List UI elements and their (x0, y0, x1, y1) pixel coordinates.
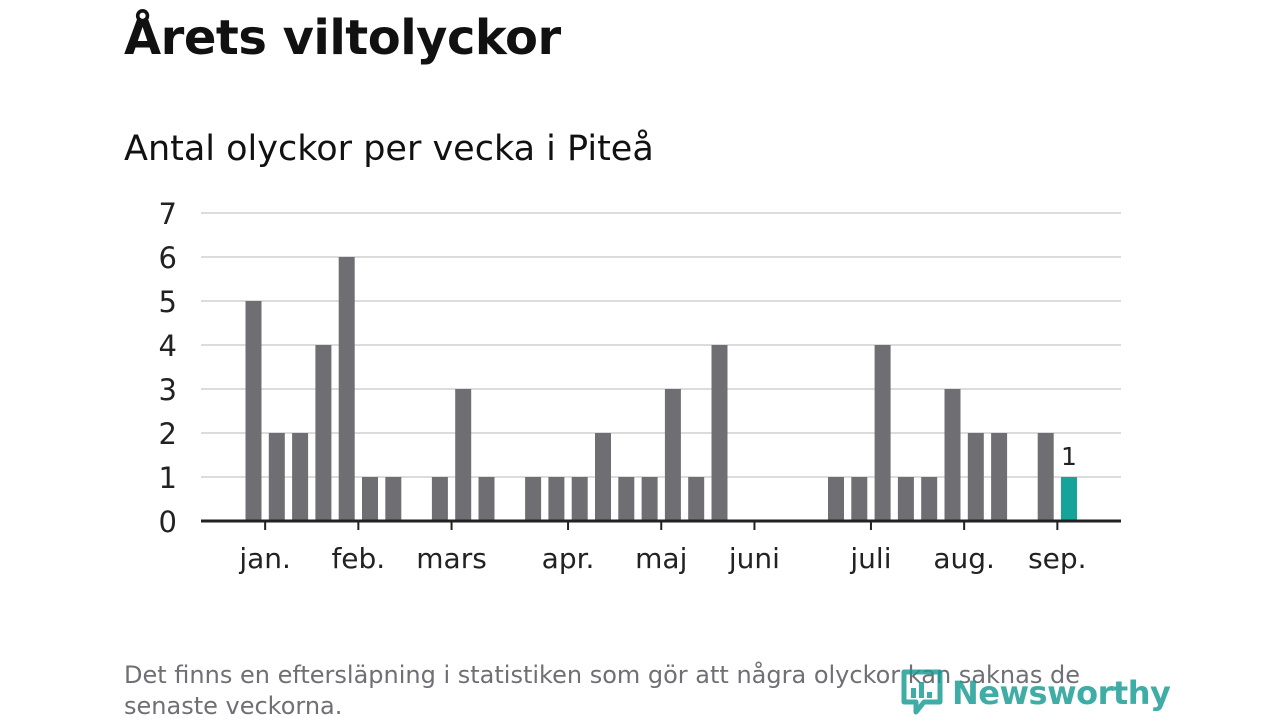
bar (851, 477, 868, 521)
y-tick-label: 0 (159, 505, 177, 539)
y-tick-label: 4 (159, 329, 177, 363)
bar (897, 477, 914, 521)
x-tick-label: juni (728, 542, 780, 575)
bar (338, 257, 355, 521)
x-axis (201, 519, 1121, 530)
bar (944, 389, 961, 521)
bar (268, 433, 285, 521)
bar (664, 389, 681, 521)
chart-subtitle: Antal olyckor per vecka i Piteå (124, 129, 654, 169)
brand-logo: Newsworthy (900, 668, 1171, 718)
y-tick-label: 1 (159, 461, 177, 495)
bar (828, 477, 844, 521)
y-axis-tick-labels: 0 1 2 3 4 5 6 7 (159, 197, 177, 539)
bar-chart: 0 1 2 3 4 5 6 7 jan. feb. mars apr. maj juni juli aug.… (159, 197, 1121, 575)
brand-name: Newsworthy (952, 674, 1171, 712)
bar-highlight (1061, 477, 1077, 521)
x-tick-label: jan. (238, 542, 291, 575)
bar (711, 345, 728, 521)
bar (315, 345, 332, 521)
bar (571, 477, 588, 521)
bar (431, 477, 448, 521)
x-tick-label: aug. (933, 542, 995, 575)
y-tick-label: 6 (159, 241, 177, 275)
bar (385, 477, 402, 521)
x-tick-label: apr. (542, 542, 595, 575)
x-tick-label: sep. (1028, 542, 1087, 575)
newsworthy-logo-icon (901, 669, 943, 715)
x-tick-label: feb. (331, 542, 385, 575)
x-axis-tick-labels: jan. feb. mars apr. maj juni juli aug. sep. (238, 542, 1086, 575)
bar (455, 389, 472, 521)
y-tick-label: 5 (159, 285, 177, 319)
footnote: Det finns en eftersläpning i statistiken… (124, 661, 1080, 720)
bar (292, 433, 309, 521)
bar (478, 477, 495, 521)
bar (991, 433, 1008, 521)
bar (1037, 433, 1054, 521)
bar (595, 433, 611, 521)
bar (967, 433, 984, 521)
y-tick-label: 2 (159, 417, 177, 451)
bar (641, 477, 658, 521)
bar (525, 477, 542, 521)
y-tick-label: 3 (159, 373, 177, 407)
y-tick-label: 7 (159, 197, 177, 231)
x-tick-label: juli (849, 542, 891, 575)
bar (362, 477, 378, 521)
highlight-data-label: 1 (1061, 442, 1077, 471)
bar (245, 301, 262, 521)
data-labels: 1 (1061, 442, 1077, 471)
bar (874, 345, 891, 521)
bar (618, 477, 635, 521)
bar (548, 477, 565, 521)
bar (688, 477, 705, 521)
chart-title: Årets viltolyckor (124, 10, 561, 66)
x-tick-label: mars (416, 542, 487, 575)
x-tick-label: maj (635, 542, 687, 575)
bars (245, 257, 1077, 521)
bar (921, 477, 938, 521)
